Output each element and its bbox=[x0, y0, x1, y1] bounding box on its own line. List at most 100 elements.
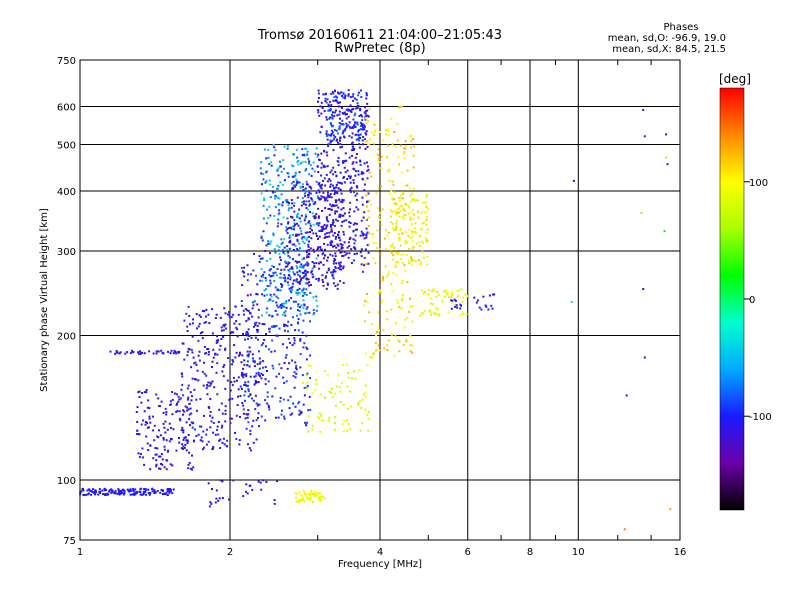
echo-point bbox=[309, 211, 312, 213]
echo-point bbox=[308, 248, 311, 251]
echo-point bbox=[263, 197, 266, 200]
echo-point bbox=[298, 181, 301, 184]
echo-point bbox=[252, 360, 255, 363]
echo-point bbox=[396, 203, 398, 206]
echo-point bbox=[399, 144, 402, 147]
echo-point bbox=[118, 491, 121, 494]
echo-point bbox=[392, 183, 395, 186]
echo-point bbox=[262, 230, 265, 233]
echo-point bbox=[329, 185, 332, 188]
echo-point bbox=[397, 233, 400, 235]
echo-point bbox=[301, 240, 304, 243]
echo-point bbox=[187, 408, 190, 411]
echo-point bbox=[435, 295, 438, 298]
echo-point bbox=[207, 353, 210, 356]
echo-point bbox=[357, 91, 360, 94]
echo-point bbox=[283, 415, 285, 418]
echo-point bbox=[412, 208, 415, 211]
echo-point bbox=[351, 154, 353, 157]
echo-point bbox=[307, 263, 310, 266]
echo-point bbox=[191, 322, 194, 325]
echo-point bbox=[406, 241, 409, 244]
echo-point bbox=[276, 289, 279, 291]
echo-point bbox=[245, 490, 247, 493]
echo-point bbox=[147, 488, 150, 491]
echo-point bbox=[344, 152, 347, 155]
echo-point bbox=[446, 292, 449, 295]
echo-point bbox=[361, 398, 364, 401]
echo-point bbox=[330, 113, 333, 116]
echo-point bbox=[437, 293, 440, 296]
echo-point bbox=[415, 232, 418, 235]
echo-point bbox=[289, 239, 292, 242]
echo-point bbox=[284, 310, 287, 313]
echo-point bbox=[293, 342, 296, 345]
echo-point bbox=[349, 109, 352, 112]
echo-point bbox=[258, 322, 261, 325]
echo-point bbox=[308, 160, 311, 163]
echo-point bbox=[234, 305, 237, 308]
echo-point bbox=[335, 175, 338, 178]
echo-point bbox=[302, 276, 305, 279]
echo-point bbox=[316, 305, 319, 308]
echo-point bbox=[144, 489, 147, 492]
echo-point bbox=[86, 489, 89, 492]
echo-point bbox=[493, 293, 496, 296]
echo-point bbox=[426, 263, 429, 266]
echo-point bbox=[458, 314, 461, 317]
echo-point bbox=[264, 419, 267, 422]
echo-point bbox=[248, 335, 251, 337]
echo-point bbox=[81, 487, 84, 490]
echo-point bbox=[274, 310, 277, 312]
echo-point bbox=[356, 107, 359, 109]
echo-point bbox=[207, 440, 210, 443]
echo-point bbox=[143, 488, 146, 490]
echo-point bbox=[116, 351, 119, 354]
echo-point bbox=[412, 231, 415, 234]
echo-point bbox=[287, 277, 289, 280]
echo-point bbox=[222, 336, 225, 338]
echo-point bbox=[377, 324, 380, 327]
echo-point bbox=[282, 376, 285, 379]
echo-point bbox=[349, 188, 352, 191]
echo-point bbox=[427, 289, 430, 291]
echo-point bbox=[270, 161, 273, 164]
echo-point bbox=[311, 229, 313, 232]
echo-point bbox=[203, 372, 206, 375]
echo-point bbox=[269, 275, 272, 278]
echo-point bbox=[339, 401, 342, 403]
echo-point bbox=[322, 191, 325, 194]
echo-point bbox=[238, 323, 241, 326]
echo-point bbox=[235, 414, 238, 417]
echo-point bbox=[387, 130, 389, 133]
echo-point bbox=[274, 271, 277, 274]
echo-point bbox=[408, 310, 411, 313]
echo-point bbox=[409, 236, 412, 239]
echo-point bbox=[269, 257, 272, 260]
echo-point bbox=[338, 125, 341, 128]
echo-point bbox=[212, 356, 215, 359]
echo-point bbox=[192, 422, 195, 425]
echo-point bbox=[280, 193, 283, 196]
echo-point bbox=[326, 235, 329, 238]
echo-point bbox=[313, 312, 316, 315]
echo-point bbox=[211, 488, 213, 490]
echo-point bbox=[352, 223, 355, 226]
echo-point bbox=[341, 112, 344, 115]
echo-point bbox=[305, 424, 308, 427]
echo-point bbox=[334, 237, 337, 240]
echo-point bbox=[398, 350, 401, 353]
echo-point bbox=[319, 229, 322, 232]
echo-point bbox=[276, 480, 279, 483]
echo-point bbox=[223, 443, 226, 446]
x-tick-label: 16 bbox=[674, 547, 687, 558]
echo-point bbox=[409, 216, 412, 219]
echo-point bbox=[317, 238, 319, 241]
echo-point bbox=[320, 195, 323, 198]
echo-point bbox=[391, 142, 394, 145]
echo-point bbox=[278, 305, 281, 308]
echo-point bbox=[186, 442, 189, 445]
echo-point bbox=[334, 210, 337, 213]
echo-point bbox=[329, 100, 332, 103]
